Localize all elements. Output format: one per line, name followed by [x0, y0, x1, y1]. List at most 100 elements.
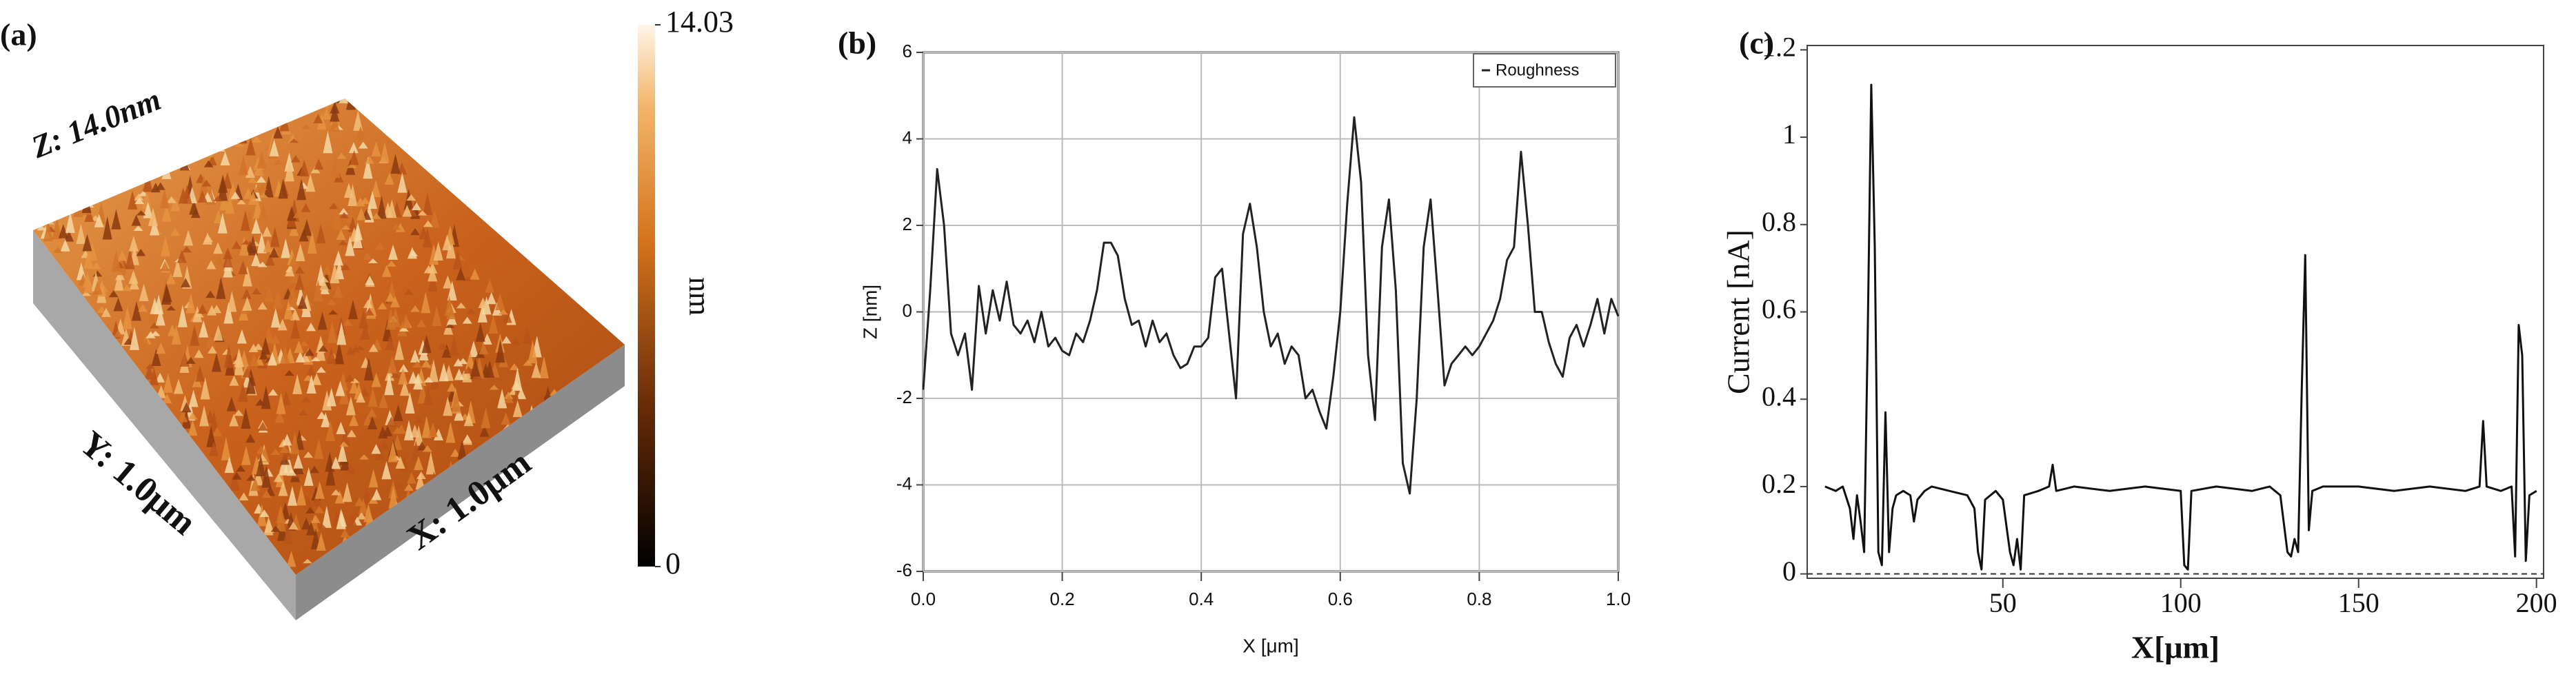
surface-peak	[336, 229, 346, 241]
surface-peak	[371, 372, 381, 387]
surface-peak	[141, 337, 151, 351]
colorbar-tick-label: 14.03	[665, 5, 734, 39]
surface-peak	[463, 365, 474, 374]
surface-peak	[237, 199, 247, 205]
surface-peak	[229, 414, 239, 427]
surface-peak	[263, 516, 274, 536]
surface-peak	[470, 268, 480, 280]
surface-peak	[276, 504, 286, 524]
surface-peak	[149, 368, 159, 385]
x-axis-label: X[μm]	[2131, 630, 2220, 665]
surface-peak	[336, 322, 347, 345]
surface-peak	[229, 375, 239, 386]
surface-peak	[306, 520, 316, 536]
surface-peak	[335, 380, 345, 396]
surface-peak	[402, 205, 412, 217]
surface-peak	[416, 319, 427, 327]
surface-peak	[273, 159, 283, 165]
surface-peak	[203, 160, 214, 167]
surface-peak	[421, 292, 431, 314]
surface-peak	[465, 352, 476, 369]
surface-peak	[414, 456, 424, 471]
surface-peak	[423, 220, 433, 227]
surface-peak	[159, 189, 170, 209]
surface-peak	[363, 357, 374, 381]
surface-peak	[363, 503, 374, 522]
surface-peak	[214, 254, 225, 265]
surface-peak	[248, 343, 259, 353]
surface-peak	[365, 275, 375, 285]
surface-peak	[242, 296, 252, 311]
surface-peak	[259, 193, 269, 198]
surface-peak	[182, 184, 192, 204]
surface-peak	[410, 349, 421, 363]
surface-peak	[236, 465, 246, 472]
y-tick-label: 0.6	[1762, 294, 1796, 325]
surface-peak	[82, 272, 92, 287]
surface-peak	[203, 235, 214, 243]
surface-peak	[139, 283, 149, 301]
surface-peak	[416, 471, 426, 479]
surface-peak	[265, 254, 275, 266]
surface-peak	[430, 210, 440, 228]
surface-peak	[356, 512, 367, 520]
surface-side	[296, 345, 625, 620]
surface-peak	[336, 508, 346, 529]
surface-peak	[138, 304, 148, 312]
surface-peak	[251, 287, 261, 294]
surface-peak	[539, 356, 549, 378]
surface-peak	[141, 191, 152, 209]
surface-peak	[232, 240, 242, 250]
surface-peak	[256, 151, 267, 169]
surface-peak	[313, 114, 323, 124]
surface-peak	[522, 326, 532, 344]
surface-peak	[355, 391, 365, 403]
surface-peak	[364, 156, 374, 164]
surface-peak	[282, 434, 292, 446]
x-tick-label: 0.6	[1328, 589, 1353, 609]
surface-peak	[289, 139, 299, 143]
surface-peak	[332, 207, 342, 230]
surface-peak	[345, 236, 355, 256]
surface-peak	[281, 238, 291, 258]
surface-peak	[321, 108, 332, 120]
surface-side	[33, 230, 296, 620]
surface-peak	[398, 367, 408, 385]
surface-peak	[343, 183, 354, 199]
surface-peak	[360, 387, 370, 397]
surface-peak	[341, 263, 351, 270]
surface-peak	[258, 202, 268, 221]
surface-peak	[512, 367, 523, 391]
surface-peak	[450, 448, 461, 457]
surface-peak	[454, 407, 464, 421]
surface-peak	[237, 329, 247, 344]
surface-peak	[136, 248, 146, 256]
surface-peak	[147, 309, 157, 322]
surface-peak	[305, 322, 316, 332]
surface-peak	[241, 288, 252, 299]
surface-peak	[354, 497, 365, 507]
surface-peak	[259, 351, 269, 360]
surface-peak	[160, 236, 170, 257]
surface-peak	[316, 522, 327, 529]
surface-peak	[295, 243, 305, 262]
surface-peak	[434, 428, 444, 440]
surface-peak	[427, 422, 438, 438]
y-tick-label: 0	[1782, 556, 1796, 587]
surface-peak	[256, 455, 266, 476]
surface-peak	[312, 492, 322, 507]
surface-peak	[371, 444, 381, 454]
surface-peak	[391, 223, 401, 230]
surface-peak	[463, 436, 473, 445]
surface-peak	[181, 402, 192, 413]
surface-peak	[406, 194, 416, 201]
surface-peak	[350, 378, 360, 383]
surface-peak	[160, 261, 170, 271]
surface-peak	[287, 287, 297, 302]
surface-peak	[388, 485, 399, 509]
surface-peak	[356, 207, 366, 221]
surface-peak	[279, 112, 290, 132]
surface-peak	[381, 461, 392, 480]
surface-peak	[359, 309, 369, 329]
surface-peak	[330, 456, 341, 469]
